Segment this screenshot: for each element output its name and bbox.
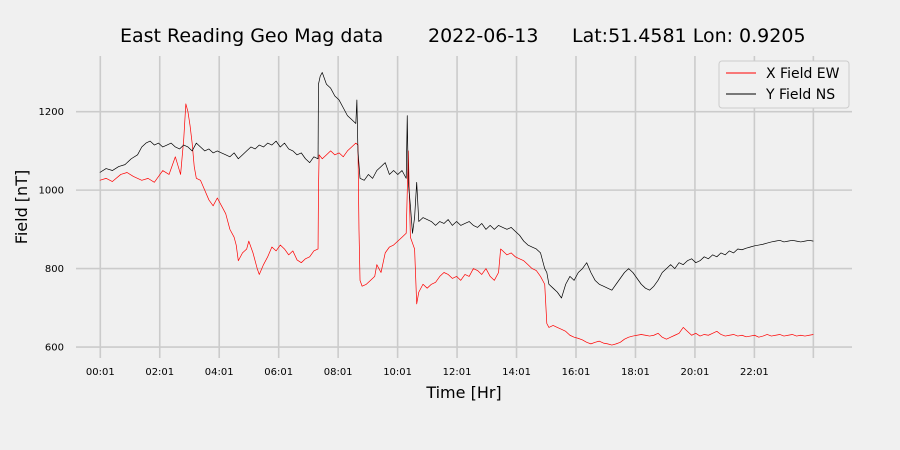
grid-layer — [76, 56, 852, 358]
x-tick-label: 02:01 — [145, 367, 174, 378]
x-tick-label: 00:01 — [86, 367, 115, 378]
tick-layer: 600 800 1000 1200 00:01 02:01 04:01 06:01 08:01 1… — [39, 107, 769, 378]
x-tick-label: 06:01 — [264, 367, 293, 378]
x-tick-label: 20:01 — [681, 367, 710, 378]
series-line-x-field-ew — [99, 103, 814, 346]
series-line-y-field-ns — [99, 72, 814, 299]
chart-title-date: 2022-06-13 — [428, 25, 538, 47]
x-tick-label: 10:01 — [383, 367, 412, 378]
legend-label-y-field: Y Field NS — [765, 87, 835, 103]
y-tick-label: 800 — [45, 264, 64, 275]
legend-label-x-field: X Field EW — [766, 66, 840, 82]
x-tick-label: 14:01 — [502, 367, 531, 378]
y-tick-label: 600 — [45, 343, 64, 354]
legend: X Field EW Y Field NS — [718, 60, 850, 109]
y-tick-label: 1000 — [39, 186, 64, 197]
x-tick-label: 18:01 — [621, 367, 650, 378]
x-tick-label: 12:01 — [443, 367, 472, 378]
y-tick-label: 1200 — [39, 107, 64, 118]
x-tick-label: 08:01 — [324, 367, 353, 378]
x-tick-label: 22:01 — [740, 367, 769, 378]
chart-title-location: Lat:51.4581 Lon: 0.9205 — [572, 25, 806, 47]
y-axis-title: Field [nT] — [12, 170, 31, 244]
x-axis-title: Time [Hr] — [425, 383, 501, 402]
x-tick-label: 16:01 — [562, 367, 591, 378]
chart-title-station: East Reading Geo Mag data — [120, 25, 383, 47]
series-layer — [99, 72, 814, 346]
x-tick-label: 04:01 — [205, 367, 234, 378]
